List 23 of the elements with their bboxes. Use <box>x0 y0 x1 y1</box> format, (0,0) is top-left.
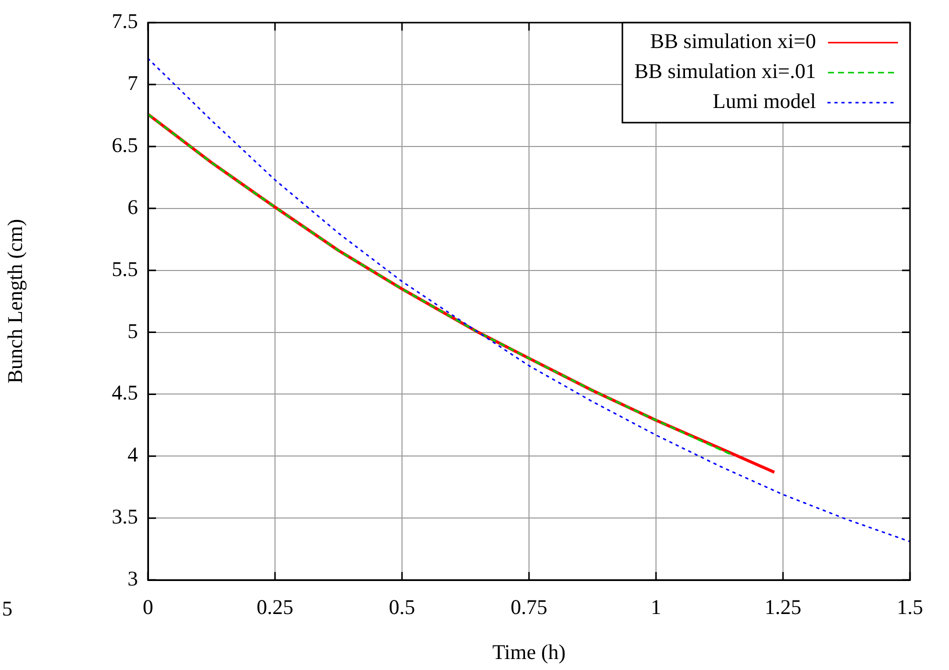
y-tick-label: 6.5 <box>112 132 138 157</box>
x-tick-label: 0.25 <box>256 595 294 620</box>
y-tick-label: 5.5 <box>112 256 138 281</box>
legend-label: BB simulation xi=.01 <box>634 59 816 84</box>
y-tick-label: 7 <box>128 71 138 96</box>
y-tick-label: 6 <box>128 194 138 219</box>
y-tick-label: 3 <box>128 566 138 591</box>
x-tick-label: 1.5 <box>896 595 924 620</box>
legend-label: BB simulation xi=0 <box>650 29 816 54</box>
x-tick-label: 0.75 <box>510 595 548 620</box>
x-tick-label: 1 <box>650 595 662 620</box>
y-tick-label: 7.5 <box>112 9 138 34</box>
x-tick-label: 1.25 <box>764 595 802 620</box>
x-tick-label: 0.5 <box>388 595 416 620</box>
y-axis-title: Bunch Length (cm) <box>3 219 28 384</box>
x-axis-title: Time (h) <box>492 640 566 664</box>
text: 5 <box>2 596 12 621</box>
y-tick-label: 5 <box>128 318 138 343</box>
y-tick-label: 4.5 <box>112 380 138 405</box>
x-tick-label: 0 <box>142 595 154 620</box>
y-tick-label: 3.5 <box>112 504 138 529</box>
legend-label: Lumi model <box>712 89 816 114</box>
y-tick-label: 4 <box>128 442 138 467</box>
